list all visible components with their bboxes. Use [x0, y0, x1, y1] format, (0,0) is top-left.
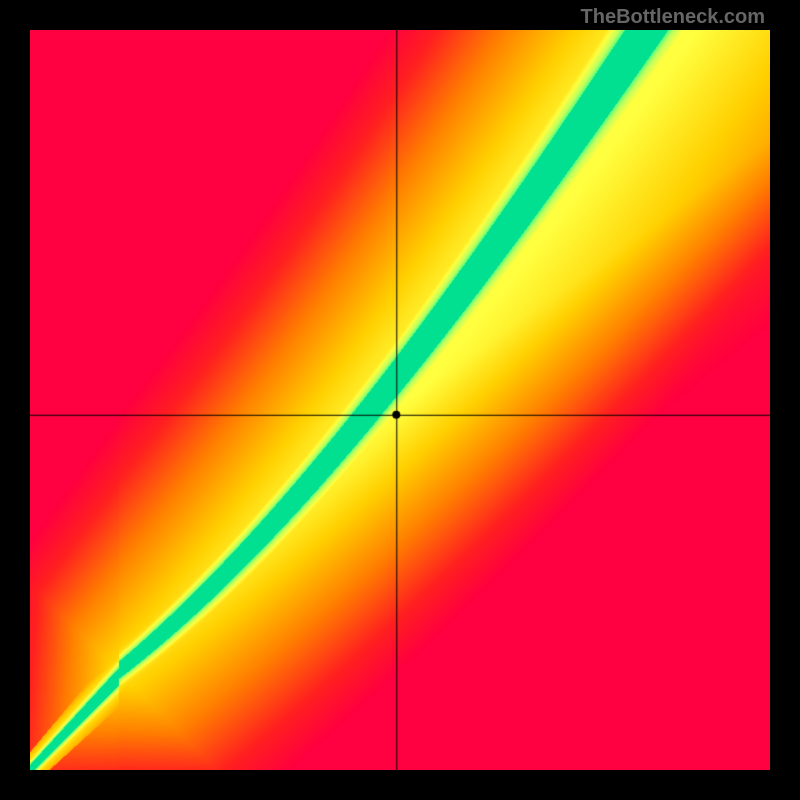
heatmap-plot	[30, 30, 770, 770]
heatmap-canvas	[30, 30, 770, 770]
watermark-text: TheBottleneck.com	[581, 6, 765, 29]
